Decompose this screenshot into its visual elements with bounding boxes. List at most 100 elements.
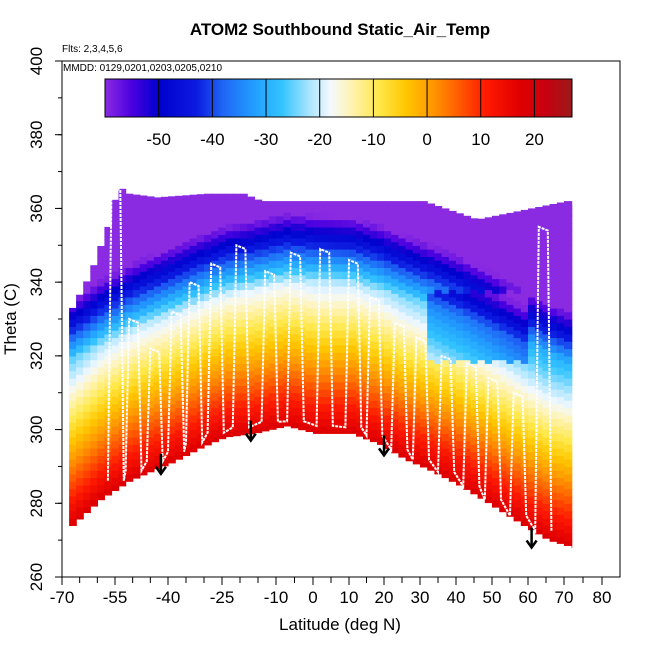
field-cell xyxy=(69,333,77,342)
field-cell xyxy=(571,355,573,364)
field-cell xyxy=(218,219,227,228)
field-cell xyxy=(484,341,493,350)
field-cell xyxy=(189,363,198,372)
field-cell xyxy=(556,307,565,316)
field-cell xyxy=(391,293,399,302)
field-cell xyxy=(132,348,141,357)
field-cell xyxy=(90,278,98,287)
field-cell xyxy=(520,378,529,386)
field-cell xyxy=(69,495,77,504)
field-cell xyxy=(448,252,457,261)
field-cell xyxy=(470,296,479,305)
field-cell xyxy=(218,212,227,221)
field-cell xyxy=(290,355,299,364)
field-cell xyxy=(118,188,127,195)
field-cell xyxy=(391,359,399,368)
field-cell xyxy=(189,237,198,246)
field-cell xyxy=(420,374,428,383)
field-cell xyxy=(298,260,307,268)
field-cell xyxy=(520,260,529,268)
field-cell xyxy=(168,271,176,280)
field-cell xyxy=(290,208,299,217)
field-cell xyxy=(139,440,148,449)
flights-annotation: Flts: 2,3,4,5,6 xyxy=(62,44,123,55)
field-cell xyxy=(189,296,198,305)
field-cell xyxy=(305,234,314,243)
field-cell xyxy=(334,256,343,265)
field-cell xyxy=(384,208,392,217)
field-cell xyxy=(477,300,486,309)
field-cell xyxy=(261,219,270,228)
field-cell xyxy=(125,193,134,202)
field-cell xyxy=(240,333,248,342)
field-cell xyxy=(225,407,234,416)
field-cell xyxy=(384,245,392,254)
field-cell xyxy=(146,296,155,305)
field-cell xyxy=(218,271,227,280)
field-cell xyxy=(441,440,450,449)
field-cell xyxy=(254,271,263,280)
field-cell xyxy=(240,201,248,210)
field-cell xyxy=(305,389,314,397)
field-cell xyxy=(484,436,493,445)
field-cell xyxy=(90,396,98,405)
field-cell xyxy=(549,352,558,361)
field-cell xyxy=(412,414,421,423)
field-cell xyxy=(168,256,176,265)
field-cell xyxy=(290,407,299,416)
field-cell xyxy=(132,466,141,475)
field-cell xyxy=(556,293,565,302)
field-cell xyxy=(290,289,299,298)
field-cell xyxy=(434,392,443,401)
field-cell xyxy=(456,256,464,265)
field-cell xyxy=(153,322,162,331)
field-cell xyxy=(484,400,493,409)
field-cell xyxy=(542,267,551,276)
field-cell xyxy=(520,495,529,504)
field-cell xyxy=(146,378,155,386)
field-cell xyxy=(83,366,91,375)
field-cell xyxy=(542,370,551,379)
field-cell xyxy=(564,304,573,313)
field-cell xyxy=(232,400,241,409)
field-cell xyxy=(448,326,457,335)
field-cell xyxy=(506,422,515,431)
field-cell xyxy=(463,271,471,280)
field-cell xyxy=(334,307,343,316)
field-cell xyxy=(90,477,98,486)
field-cell xyxy=(456,213,464,220)
field-cell xyxy=(305,201,314,206)
field-cell xyxy=(268,267,277,276)
field-cell xyxy=(549,315,558,324)
field-cell xyxy=(427,285,435,294)
field-cell xyxy=(434,230,443,239)
field-cell xyxy=(564,245,573,254)
field-cell xyxy=(535,396,543,405)
field-cell xyxy=(168,374,176,383)
field-cell xyxy=(261,263,270,272)
field-cell xyxy=(125,237,134,246)
field-cell xyxy=(412,304,421,313)
field-cell xyxy=(160,392,169,401)
field-cell xyxy=(556,433,565,442)
field-cell xyxy=(549,374,558,383)
field-cell xyxy=(218,300,227,309)
field-cell xyxy=(139,256,148,265)
field-cell xyxy=(513,470,522,479)
field-cell xyxy=(283,330,292,339)
field-cell xyxy=(542,208,551,217)
field-cell xyxy=(132,341,141,350)
field-cell xyxy=(153,197,162,206)
field-cell xyxy=(240,370,248,379)
field-cell xyxy=(448,230,457,239)
field-cell xyxy=(456,300,464,309)
field-cell xyxy=(76,507,84,515)
field-cell xyxy=(69,348,77,357)
field-cell xyxy=(377,429,385,438)
field-cell xyxy=(247,230,255,239)
field-cell xyxy=(564,237,573,246)
field-cell xyxy=(535,285,543,294)
field-cell xyxy=(549,507,558,515)
field-cell xyxy=(441,322,450,331)
field-cell xyxy=(225,341,234,350)
